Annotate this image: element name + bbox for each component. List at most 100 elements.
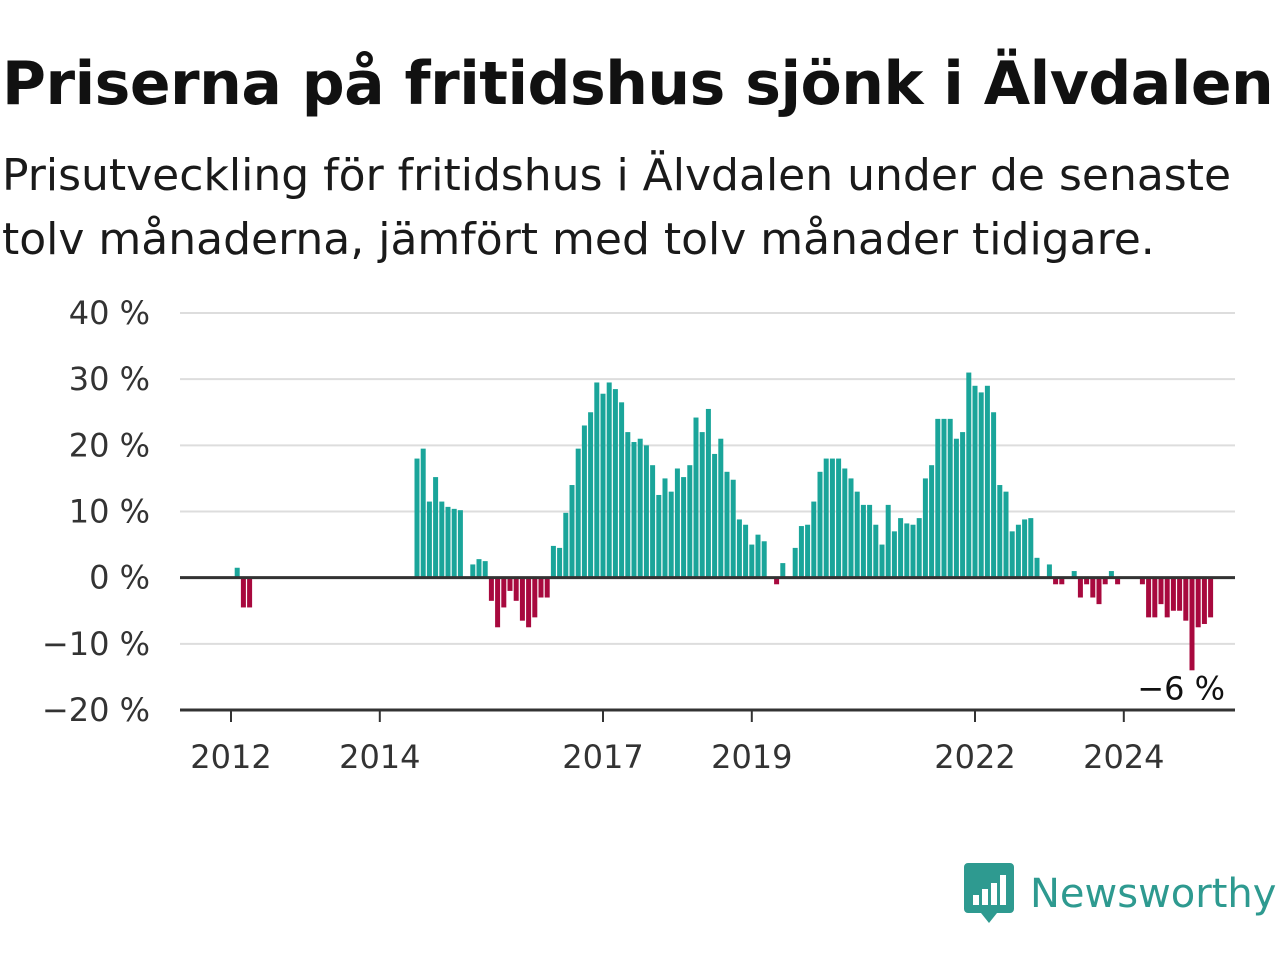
bar [476,559,482,578]
bar [693,417,699,578]
bar [1046,564,1052,578]
bar [836,458,842,578]
bar [879,544,885,578]
y-tick-label: 10 % [69,493,150,531]
bar [470,564,476,578]
bar [433,477,439,578]
bar [557,547,563,578]
bar [1115,577,1121,585]
bar [1071,571,1077,578]
bar [817,471,823,578]
bar [451,508,457,578]
bar [705,408,711,578]
bar [656,494,662,578]
bar [606,382,612,578]
bar [1102,577,1108,585]
bar [811,501,817,578]
bar [674,468,680,578]
bar [1077,577,1083,598]
bar [439,501,445,578]
bar [594,382,600,578]
bar [1208,577,1214,618]
bar [873,524,879,578]
bar [1158,577,1164,605]
bar [1170,577,1176,611]
bar [997,485,1003,578]
bar [457,510,463,578]
bar [749,544,755,578]
bar [662,478,668,578]
bar [569,485,575,578]
bar [978,392,984,578]
bar [947,418,953,578]
bar [1059,577,1065,585]
bar [488,577,494,601]
bar [736,519,742,578]
bar [619,402,625,578]
bar [860,504,866,578]
chart-title: Priserna på fritidshus sjönk i Älvdalen [2,49,1274,119]
bar [1034,557,1040,578]
bar [1164,577,1170,618]
bar [712,453,718,578]
bar [1090,577,1096,598]
bar [681,477,687,578]
bar [532,577,538,618]
bar [960,432,966,578]
bar [929,465,935,578]
bar [643,445,649,578]
bar [1146,577,1152,618]
bar [1201,577,1207,624]
bar [885,504,891,578]
bar [1009,531,1015,578]
bar [910,524,916,578]
bar [1003,491,1009,578]
chart-subtitle: Prisutveckling för fritidshus i Älvdalen… [2,150,1232,265]
last-value-label: −6 % [1137,669,1225,707]
bar [495,577,501,628]
axes [180,576,1235,712]
bar [247,577,253,608]
bar [984,385,990,578]
brand-name: Newsworthy [1030,871,1277,917]
x-tick-label: 2017 [562,738,643,776]
y-tick-label: 20 % [69,426,150,464]
bar [1015,524,1021,578]
bar [718,438,724,578]
newsworthy-brand: Newsworthy [964,862,1276,926]
bar [761,541,767,578]
bar [1189,577,1195,671]
bar [891,531,897,578]
bar [650,465,656,578]
bar [823,458,829,578]
bar [631,442,637,578]
bar [414,458,420,578]
y-tick-label: 0 % [89,559,150,597]
x-tick-label: 2019 [711,738,792,776]
bar [935,418,941,578]
bar [743,524,749,578]
bar [482,561,488,578]
bar [774,577,780,585]
bar [637,438,643,578]
bar [538,577,544,598]
bar [798,526,804,578]
bar [805,524,811,578]
bar [755,534,761,578]
bar [916,518,922,578]
x-tick-label: 2024 [1083,738,1164,776]
bar [507,577,513,591]
bar [1152,577,1158,618]
bar [792,547,798,578]
bar [588,412,594,578]
x-tick-label: 2022 [934,738,1015,776]
bar [991,412,997,578]
bar [1108,571,1114,578]
bar [1139,577,1145,585]
bar [829,458,835,578]
y-tick-label: −20 % [42,691,150,729]
bar [966,372,972,578]
bar [600,393,606,578]
bar [668,491,674,578]
bar [687,465,693,578]
